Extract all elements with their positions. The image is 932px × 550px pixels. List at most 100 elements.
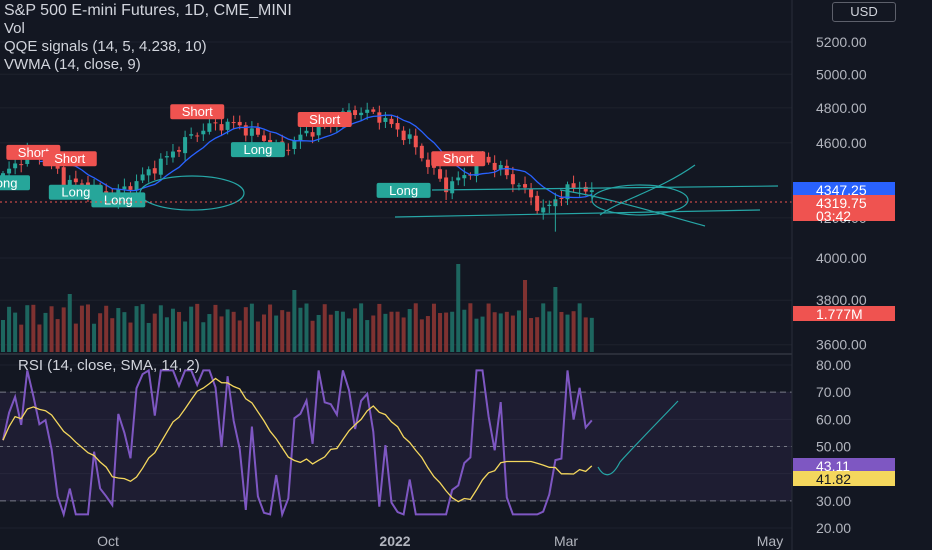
volume-bar (128, 322, 133, 352)
candle (298, 127, 303, 149)
vol-legend[interactable]: Vol (4, 20, 25, 37)
candle (243, 122, 248, 142)
candle (177, 146, 182, 157)
candle (571, 175, 576, 194)
candle (553, 192, 558, 232)
price-tick: 4000.00 (816, 250, 867, 266)
candle (201, 123, 206, 142)
vwma-line (39, 114, 593, 199)
svg-text:Long: Long (389, 183, 418, 198)
volume-bar (1, 320, 5, 352)
candle (371, 106, 376, 114)
volume-bar (310, 320, 315, 352)
candle (7, 161, 12, 178)
volume-bar (583, 317, 588, 352)
time-tick: May (757, 533, 783, 549)
volume-bar (249, 303, 254, 352)
candle (504, 159, 509, 180)
volume-bar (225, 309, 230, 352)
candle (389, 115, 394, 128)
long-signal: Long (48, 184, 103, 200)
svg-text:03:42: 03:42 (816, 208, 851, 224)
candle (541, 199, 546, 220)
rsi-tick: 80.00 (816, 357, 851, 373)
volume-bars (1, 264, 594, 352)
volume-bar (547, 311, 552, 352)
volume-bar (110, 318, 115, 352)
candle (462, 167, 467, 187)
price-axis[interactable]: 3600.003800.004000.004200.004600.004800.… (816, 34, 867, 536)
candle (158, 153, 163, 179)
volume-bar (419, 319, 424, 352)
volume-bar (195, 303, 200, 352)
volume-bar (183, 321, 188, 352)
candle (419, 143, 424, 162)
rsi-legend[interactable]: RSI (14, close, SMA, 14, 2) (18, 357, 200, 374)
candle (170, 144, 175, 163)
volume-bar (413, 303, 418, 352)
volume-bar (480, 316, 485, 352)
volume-bar (67, 294, 72, 352)
time-tick: Oct (97, 533, 119, 549)
svg-text:Long: Long (243, 142, 272, 157)
svg-text:1.777M: 1.777M (816, 306, 863, 322)
long-signal: Long (230, 142, 285, 158)
svg-text:Short: Short (54, 151, 85, 166)
volume-bar (298, 307, 303, 352)
candle (547, 200, 552, 214)
price-tick: 5200.00 (816, 34, 867, 50)
pane-separator[interactable] (0, 353, 792, 355)
volume-bar (219, 316, 224, 352)
volume-bar (359, 303, 364, 352)
price-tick: 3800.00 (816, 292, 867, 308)
volume-bar (292, 290, 297, 352)
candle (359, 107, 364, 121)
candle (510, 166, 515, 193)
candles (1, 102, 594, 232)
qqe-signals: ShortShortShortShortShortLongLongLongLon… (0, 104, 486, 208)
volume-bar (170, 308, 175, 352)
volume-bar (377, 303, 382, 352)
candle (438, 164, 443, 182)
candle (13, 157, 18, 175)
rsi-tick: 50.00 (816, 439, 851, 455)
svg-text:Short: Short (443, 151, 474, 166)
volume-bar (535, 317, 540, 352)
volume-bar (262, 314, 267, 352)
volume-bar (462, 309, 467, 352)
candle (377, 105, 382, 130)
qqe-legend[interactable]: QQE signals (14, 5, 4.238, 10) (4, 38, 207, 55)
rsi-tick: 60.00 (816, 411, 851, 427)
volume-bar (79, 305, 84, 352)
volume-bar (498, 313, 503, 352)
volume-bar (49, 306, 54, 352)
candle (310, 126, 315, 144)
candle (189, 127, 194, 139)
volume-bar (134, 306, 139, 352)
volume-bar (122, 312, 127, 352)
vwma-legend[interactable]: VWMA (14, close, 9) (4, 56, 141, 73)
candle (425, 152, 430, 174)
volume-bar (231, 311, 236, 352)
svg-text:41.82: 41.82 (816, 471, 851, 487)
candle (444, 169, 449, 200)
svg-text:Long: Long (104, 192, 133, 207)
volume-bar (407, 309, 412, 352)
volume-badge: 1.777M (793, 306, 895, 322)
volume-bar (7, 306, 12, 352)
currency-button[interactable]: USD (832, 2, 896, 22)
time-axis[interactable]: Oct 2022 Mar May (97, 533, 783, 549)
volume-bar (529, 318, 534, 352)
rsi-projection (597, 400, 679, 476)
volume-bar (492, 312, 497, 352)
volume-bar (31, 304, 36, 352)
candle (401, 126, 406, 145)
volume-bar (474, 318, 479, 352)
candle (231, 115, 236, 130)
symbol-title[interactable]: S&P 500 E-mini Futures, 1D, CME_MINI (4, 2, 292, 19)
volume-bar (365, 320, 370, 352)
chart-legend: S&P 500 E-mini Futures, 1D, CME_MINI Vol… (4, 2, 292, 74)
volume-bar (516, 310, 521, 352)
